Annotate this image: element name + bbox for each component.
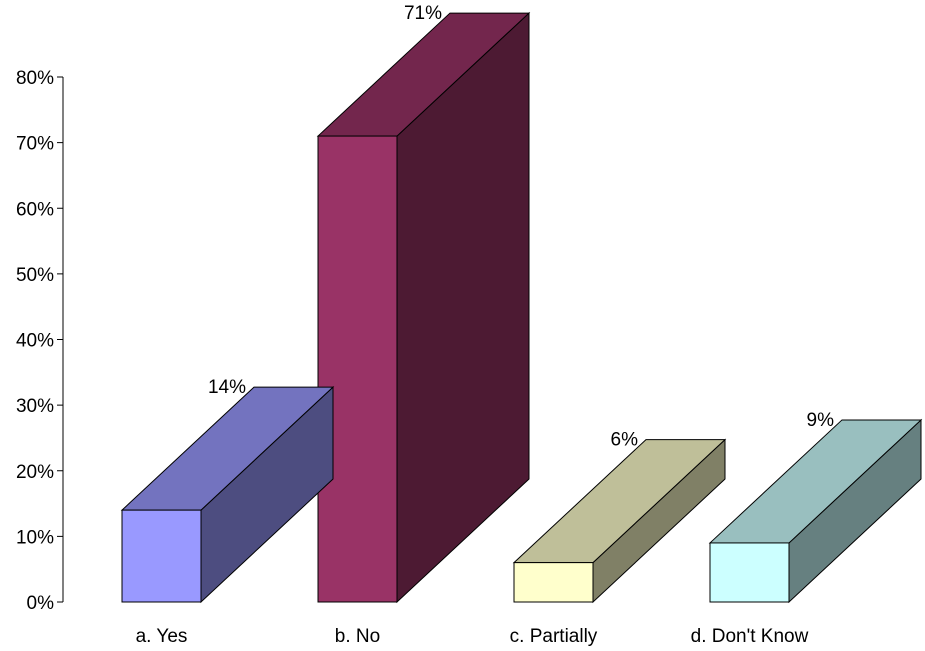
- y-tick-label: 50%: [16, 265, 54, 286]
- y-tick-label: 40%: [16, 331, 54, 352]
- category-label: b. No: [335, 626, 380, 647]
- data-label: 9%: [807, 410, 835, 431]
- bar-front: [513, 562, 594, 603]
- y-tick-label: 70%: [16, 134, 54, 155]
- y-tick-label: 10%: [16, 527, 54, 548]
- bar-front: [121, 509, 202, 603]
- category-label: a. Yes: [136, 626, 188, 647]
- category-label: d. Don't Know: [691, 626, 809, 647]
- data-label: 6%: [611, 430, 639, 451]
- bar-3: [512, 438, 727, 604]
- y-axis: 0% 10% 20% 30% 40% 50% 60% 70% 80%: [16, 68, 64, 614]
- y-tick-label: 30%: [16, 396, 54, 417]
- bar-2: [316, 11, 531, 604]
- category-label: c. Partially: [510, 626, 598, 647]
- labels: 14% 71% 6% 9% a. Yes b. No c. Partially d. Don'…: [136, 3, 834, 647]
- bar-4: [708, 418, 923, 604]
- y-tick-label: 0%: [27, 593, 55, 614]
- bars: [120, 11, 923, 604]
- bar-front: [317, 135, 398, 603]
- y-tick-label: 20%: [16, 462, 54, 483]
- data-label: 71%: [404, 3, 442, 24]
- bar-1: [120, 385, 335, 604]
- y-tick-label: 80%: [16, 68, 54, 89]
- bar-front: [709, 542, 790, 603]
- data-label: 14%: [208, 377, 246, 398]
- y-tick-label: 60%: [16, 199, 54, 220]
